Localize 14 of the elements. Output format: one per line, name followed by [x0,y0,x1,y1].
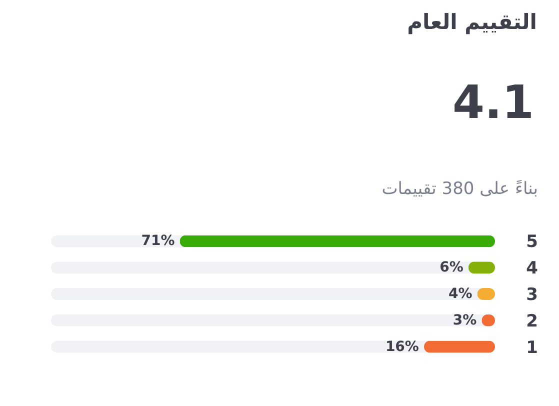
chart-title: التقييم العام [407,10,537,35]
y-tick-label: 5 [526,232,538,252]
data-label: 4% [448,286,472,302]
data-label: 3% [452,312,477,328]
text: بناءً على 380 تقييمات [382,179,538,199]
y-tick-label: 1 [526,338,538,358]
data-label: 6% [440,260,464,276]
data-label: 16% [385,338,419,355]
y-tick-label: 3 [526,285,538,305]
text: 4.1 [452,75,534,129]
y-tick-label: 4 [526,258,538,279]
bar [424,340,495,353]
data-label: 71% [141,233,175,250]
y-tick-label: 2 [526,311,538,332]
